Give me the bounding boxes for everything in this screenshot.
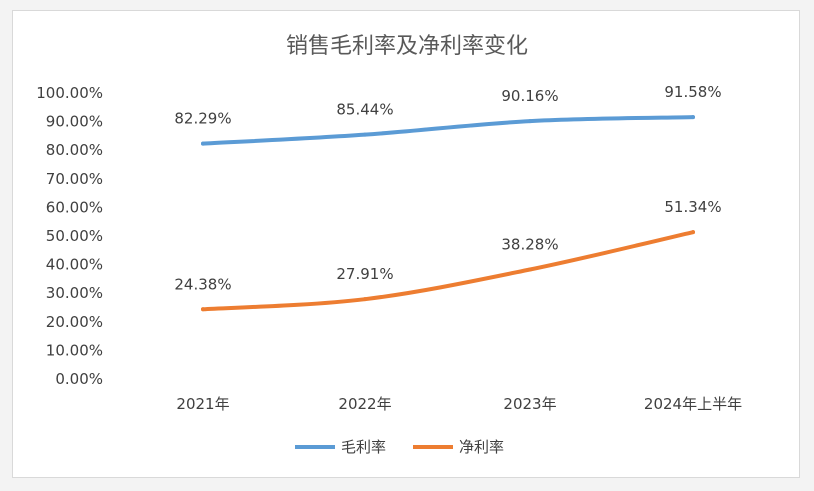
data-point [691,115,695,120]
series-layer [201,115,695,312]
x-tick-label: 2024年上半年 [644,395,742,413]
legend-label-1: 毛利率 [341,438,386,456]
y-tick-label: 40.00% [46,256,103,274]
series-line-1 [201,115,695,146]
data-label: 90.16% [501,87,558,105]
data-label: 82.29% [174,110,231,128]
data-label: 24.38% [174,275,231,293]
y-tick-label: 50.00% [46,227,103,245]
legend-label-2: 净利率 [459,438,504,456]
data-point [528,119,532,124]
data-point [528,267,532,272]
y-tick-label: 60.00% [46,198,103,216]
chart-title: 销售毛利率及净利率变化 [286,34,528,59]
series-line-2 [201,230,695,312]
data-point [201,141,205,146]
x-tick-label: 2023年 [503,395,556,413]
x-tick-label: 2021年 [176,395,229,413]
data-point [691,230,695,235]
data-point [363,297,367,302]
x-tick-label: 2022年 [338,395,391,413]
y-tick-label: 20.00% [46,313,103,331]
data-point [201,307,205,312]
y-tick-label: 0.00% [55,370,103,388]
y-tick-label: 80.00% [46,141,103,159]
x-axis: 2021年 2022年 2023年 2024年上半年 [176,395,742,413]
chart-frame: 销售毛利率及净利率变化 100.00% 90.00% 80.00% 70.00% 60.… [12,10,800,478]
data-point [363,132,367,137]
data-label: 38.28% [501,236,558,254]
y-tick-label: 90.00% [46,113,103,131]
y-tick-label: 70.00% [46,170,103,188]
data-labels: 82.29% 85.44% 90.16% 91.58% 24.38% 27.91% 38.2… [174,83,721,293]
y-tick-label: 100.00% [36,84,103,102]
line-chart: 销售毛利率及净利率变化 100.00% 90.00% 80.00% 70.00% 60.… [36,34,742,456]
y-tick-label: 30.00% [46,284,103,302]
data-label: 51.34% [664,198,721,216]
legend: 毛利率 净利率 [295,438,504,456]
data-label: 85.44% [336,101,393,119]
data-label: 27.91% [336,265,393,283]
data-label: 91.58% [664,83,721,101]
y-tick-label: 10.00% [46,341,103,359]
y-axis: 100.00% 90.00% 80.00% 70.00% 60.00% 50.00% 40.… [36,84,103,388]
